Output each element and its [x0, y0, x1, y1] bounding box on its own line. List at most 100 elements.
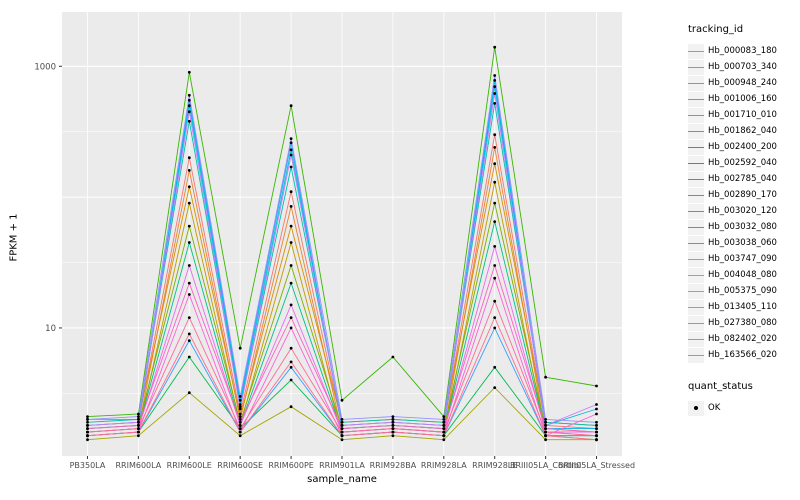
- data-point: [137, 424, 140, 427]
- legend-item-label: Hb_003020_120: [708, 206, 777, 216]
- series-color-key: [688, 299, 704, 315]
- data-point: [187, 264, 191, 267]
- data-point: [493, 180, 497, 184]
- data-point: [137, 434, 140, 438]
- data-point: [86, 434, 89, 438]
- legend-item-label: Hb_000083_180: [708, 46, 777, 56]
- legend-item-label: Hb_163566_020: [708, 350, 777, 360]
- y-axis-title: FPKM + 1: [8, 213, 20, 262]
- data-point: [187, 169, 191, 172]
- legend-item: Hb_001710_010: [688, 107, 798, 123]
- line-icon: [688, 146, 704, 149]
- data-point: [137, 430, 140, 434]
- data-point: [544, 420, 547, 424]
- data-point: [595, 403, 598, 406]
- legend-items-tracking-id: Hb_000083_180 Hb_000703_340 Hb_000948_240 H…: [688, 43, 798, 363]
- line-icon: [688, 354, 704, 357]
- data-point: [187, 293, 191, 296]
- legend-item: Hb_000948_240: [688, 75, 798, 91]
- data-point: [187, 281, 191, 285]
- legend-item: Hb_002400_200: [688, 139, 798, 155]
- series-color-key: [688, 331, 704, 347]
- line-icon: [688, 98, 704, 101]
- series-color-key: [688, 267, 704, 283]
- data-point: [595, 430, 598, 434]
- series-color-key: [688, 75, 704, 91]
- legend-item-label: Hb_000948_240: [708, 78, 777, 88]
- legend-item: Hb_003032_080: [688, 219, 798, 235]
- line-icon: [688, 258, 704, 261]
- series-color-key: [688, 59, 704, 75]
- line-icon: [688, 322, 704, 325]
- data-point: [442, 430, 446, 434]
- line-icon: [688, 82, 704, 85]
- line-icon: [688, 130, 704, 133]
- data-point: [391, 427, 395, 430]
- legend-item-label: Hb_027380_080: [708, 318, 777, 328]
- data-point: [289, 303, 293, 307]
- series-color-key: [688, 347, 704, 363]
- legend-item-label: Hb_002400_200: [708, 142, 777, 152]
- series-color-key: [688, 187, 704, 203]
- data-point: [187, 241, 191, 244]
- legend-item-label: Hb_002785_040: [708, 174, 777, 184]
- data-point: [391, 430, 395, 434]
- data-point: [86, 427, 89, 430]
- x-tick-label: PB350LA: [70, 461, 106, 470]
- data-point: [289, 281, 293, 285]
- x-tick-label: RRIM901LA: [319, 461, 365, 470]
- data-point: [595, 434, 598, 438]
- data-point: [442, 424, 446, 427]
- data-point: [442, 438, 446, 442]
- line-icon: [688, 178, 704, 181]
- data-point: [238, 403, 242, 406]
- legend-item: Hb_000083_180: [688, 43, 798, 59]
- data-point: [289, 104, 293, 108]
- data-point: [187, 224, 191, 228]
- legend-item: Hb_002785_040: [688, 171, 798, 187]
- data-point: [340, 420, 344, 424]
- data-point: [238, 398, 242, 402]
- x-tick-label: BRIII05LA_Stressed: [558, 461, 635, 470]
- legend-item: Hb_003020_120: [688, 203, 798, 219]
- data-point: [493, 276, 497, 280]
- data-point: [238, 420, 242, 424]
- data-point: [442, 415, 446, 418]
- data-point: [289, 224, 293, 228]
- data-point: [187, 156, 191, 160]
- x-tick-label: RRIM600LE: [167, 461, 212, 470]
- legend-item: Hb_027380_080: [688, 315, 798, 331]
- data-point: [187, 339, 191, 342]
- data-point: [187, 391, 191, 395]
- legend-item-label: Hb_001006_160: [708, 94, 777, 104]
- data-point: [493, 365, 497, 369]
- data-point: [289, 148, 293, 152]
- legend-item-label: OK: [708, 403, 721, 413]
- data-point: [493, 92, 497, 95]
- legend-item: Hb_163566_020: [688, 347, 798, 363]
- point-icon: [694, 405, 698, 410]
- legend-item: Hb_001006_160: [688, 91, 798, 107]
- data-point: [289, 165, 293, 169]
- line-icon: [688, 114, 704, 117]
- data-point: [137, 412, 140, 416]
- data-point: [187, 316, 191, 319]
- data-point: [289, 153, 293, 157]
- line-icon: [688, 290, 704, 293]
- data-point: [493, 245, 497, 248]
- data-point: [595, 424, 598, 427]
- data-point: [137, 420, 140, 424]
- data-point: [340, 427, 344, 430]
- legend-quant-status: quant_status OK: [688, 381, 798, 416]
- data-point: [289, 264, 293, 267]
- data-point: [289, 316, 293, 319]
- data-point: [187, 104, 191, 108]
- data-point: [289, 205, 293, 208]
- legend-item: Hb_003747_090: [688, 251, 798, 267]
- legend-item-label: Hb_082402_020: [708, 334, 777, 344]
- data-point: [544, 424, 547, 427]
- data-point: [493, 45, 497, 49]
- line-icon: [688, 66, 704, 69]
- data-point: [391, 424, 395, 427]
